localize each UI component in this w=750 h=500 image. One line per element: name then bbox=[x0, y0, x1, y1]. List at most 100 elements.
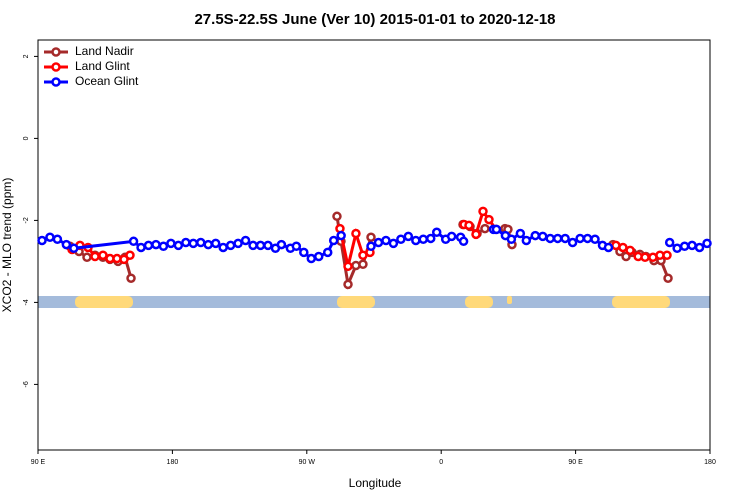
land-patch bbox=[612, 296, 670, 308]
point bbox=[299, 247, 309, 258]
x-tick-label: 90 E bbox=[31, 459, 46, 466]
x-tick-label: 90 E bbox=[568, 459, 583, 466]
point bbox=[291, 241, 302, 251]
point bbox=[582, 233, 593, 244]
point bbox=[143, 240, 154, 251]
point bbox=[403, 231, 414, 242]
point bbox=[151, 239, 161, 250]
point bbox=[52, 234, 63, 245]
point bbox=[240, 235, 251, 246]
x-axis-label: Longitude bbox=[349, 476, 402, 490]
point bbox=[702, 238, 712, 249]
point bbox=[332, 211, 342, 222]
point bbox=[545, 233, 555, 244]
point bbox=[458, 236, 469, 247]
point bbox=[480, 223, 490, 234]
point bbox=[567, 237, 578, 248]
point bbox=[166, 238, 176, 249]
point bbox=[210, 238, 221, 249]
point bbox=[255, 240, 266, 251]
point bbox=[694, 242, 705, 253]
chart-title: 27.5S-22.5S June (Ver 10) 2015-01-01 to … bbox=[194, 11, 555, 28]
point bbox=[679, 241, 690, 251]
point bbox=[471, 229, 481, 240]
point bbox=[575, 233, 585, 244]
y-tick-label: -4 bbox=[23, 299, 30, 305]
land-patch bbox=[465, 296, 493, 308]
point bbox=[69, 243, 79, 254]
point bbox=[119, 254, 129, 265]
y-tick-label: 0 bbox=[23, 136, 30, 140]
point bbox=[306, 253, 317, 264]
point bbox=[411, 235, 421, 246]
point bbox=[687, 240, 697, 251]
land-patch bbox=[75, 296, 133, 308]
point bbox=[640, 252, 650, 263]
point bbox=[621, 251, 631, 262]
legend-label: Land Glint bbox=[75, 59, 130, 73]
point bbox=[373, 237, 384, 248]
y-tick-label: -6 bbox=[23, 381, 30, 387]
point bbox=[203, 239, 213, 250]
legend-label: Land Nadir bbox=[75, 44, 134, 58]
point bbox=[663, 273, 673, 283]
point bbox=[98, 250, 108, 260]
y-tick-label: -2 bbox=[23, 217, 30, 223]
point bbox=[366, 232, 376, 242]
point bbox=[82, 252, 92, 263]
x-tick-label: 180 bbox=[167, 459, 179, 466]
point bbox=[664, 237, 675, 248]
point bbox=[446, 231, 457, 242]
point bbox=[425, 233, 436, 244]
y-axis-label: XCO2 - MLO trend (ppm) bbox=[0, 178, 14, 313]
point bbox=[128, 236, 139, 247]
point bbox=[521, 235, 532, 246]
point bbox=[218, 242, 228, 253]
land-patch bbox=[507, 296, 512, 304]
point bbox=[388, 238, 399, 249]
legend-label: Ocean Glint bbox=[75, 74, 139, 88]
x-tick-label: 180 bbox=[704, 459, 716, 466]
point bbox=[225, 240, 236, 251]
point bbox=[530, 230, 541, 241]
point bbox=[418, 234, 429, 245]
point bbox=[126, 273, 136, 283]
point bbox=[313, 251, 324, 262]
point bbox=[672, 243, 682, 254]
point bbox=[491, 224, 502, 235]
point bbox=[515, 228, 526, 239]
y-tick-label: 2 bbox=[23, 54, 30, 58]
point bbox=[381, 235, 391, 246]
point bbox=[464, 220, 474, 231]
point bbox=[343, 279, 353, 290]
point bbox=[336, 230, 346, 241]
legend-swatch bbox=[51, 77, 61, 87]
point bbox=[625, 245, 635, 256]
land-patch bbox=[337, 296, 375, 308]
point bbox=[396, 234, 406, 245]
point bbox=[136, 242, 146, 253]
point bbox=[431, 227, 442, 238]
x-tick-label: 0 bbox=[439, 459, 443, 466]
point bbox=[343, 261, 353, 272]
point bbox=[358, 259, 368, 270]
point bbox=[233, 238, 243, 249]
point bbox=[181, 237, 191, 248]
point bbox=[322, 247, 333, 258]
point bbox=[484, 214, 494, 225]
point bbox=[173, 240, 184, 251]
point bbox=[560, 233, 570, 244]
point bbox=[478, 206, 488, 217]
point bbox=[248, 240, 258, 251]
point bbox=[351, 228, 361, 239]
point bbox=[537, 231, 548, 242]
legend-swatch bbox=[51, 47, 61, 57]
surface-band bbox=[38, 296, 710, 308]
point bbox=[45, 232, 55, 242]
point bbox=[188, 238, 199, 249]
point bbox=[158, 241, 169, 251]
point bbox=[366, 241, 376, 251]
point bbox=[506, 234, 517, 245]
point bbox=[61, 239, 72, 250]
point bbox=[263, 240, 273, 251]
